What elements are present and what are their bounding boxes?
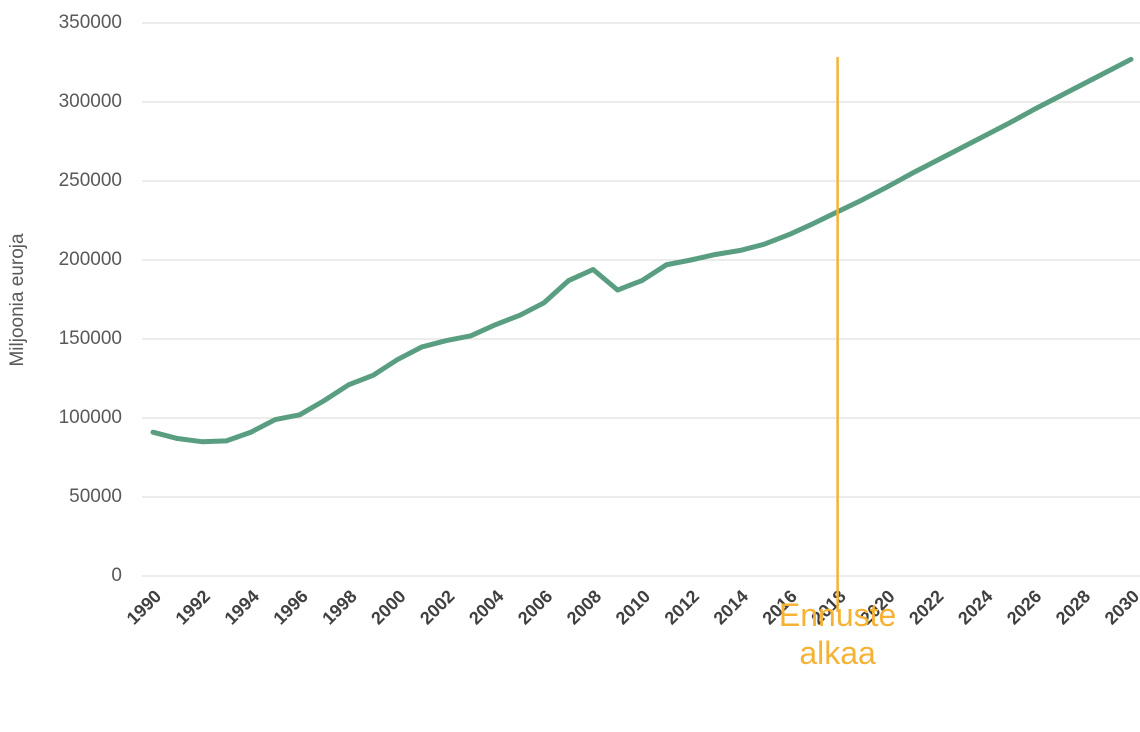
x-tick-label: 1996 [269,586,311,628]
y-tick-label: 0 [111,565,122,586]
x-tick-label: 2030 [1101,586,1140,628]
y-tick-label: 200000 [59,249,122,270]
y-tick-label: 150000 [59,328,122,349]
data-line [150,56,1134,445]
x-tick-label: 1998 [318,586,360,628]
x-tick-label: 2012 [661,586,703,628]
y-tick-label: 300000 [59,91,122,112]
x-tick-label: 2028 [1052,586,1094,628]
y-axis-label: Miljoonia euroja [7,233,28,367]
x-tick-label: 1992 [172,586,214,628]
x-tick-label: 2024 [954,586,996,628]
x-tick-label: 2010 [612,586,654,628]
x-tick-label: 2000 [367,586,409,628]
x-tick-label: 2006 [514,586,556,628]
x-tick-label: 2014 [710,586,752,628]
annotation-label: Ennuste alkaa [778,597,897,671]
x-tick-label: 2002 [416,586,458,628]
x-tick-label: 2008 [563,586,605,628]
x-tick-label: 1990 [123,586,165,628]
y-tick-label: 350000 [59,12,122,33]
x-tick-label: 1994 [221,586,263,628]
x-tick-label: 2026 [1003,586,1045,628]
y-tick-label: 250000 [59,170,122,191]
y-tick-label: 50000 [69,486,122,507]
y-tick-label: 100000 [59,407,122,428]
x-tick-label: 2004 [465,586,507,628]
